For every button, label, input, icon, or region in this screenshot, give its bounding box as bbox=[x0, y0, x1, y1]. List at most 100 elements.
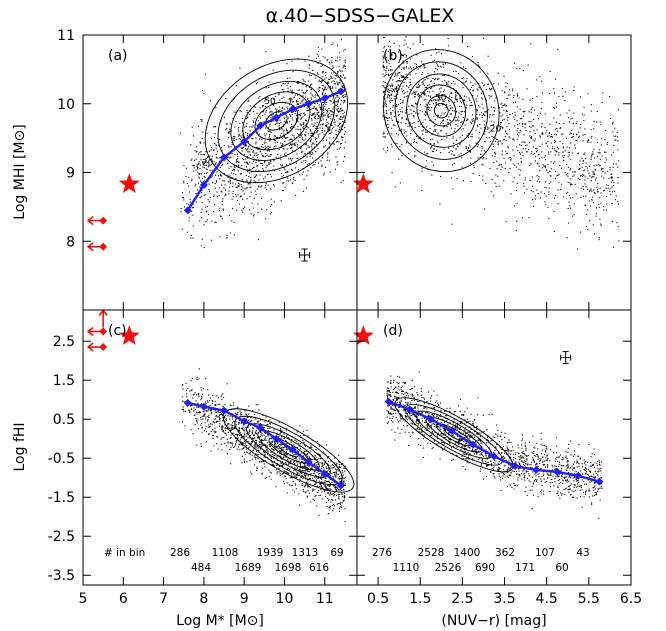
scatter-point bbox=[425, 103, 427, 105]
scatter-point bbox=[576, 140, 578, 142]
scatter-point bbox=[493, 110, 495, 112]
scatter-point bbox=[247, 148, 249, 150]
scatter-point bbox=[299, 469, 301, 471]
scatter-point bbox=[310, 74, 312, 76]
scatter-point bbox=[233, 402, 235, 404]
scatter-point bbox=[325, 480, 327, 482]
scatter-point bbox=[344, 131, 346, 133]
scatter-point bbox=[492, 452, 494, 454]
scatter-point bbox=[344, 127, 346, 129]
scatter-point bbox=[261, 435, 263, 437]
scatter-point bbox=[313, 133, 315, 135]
scatter-point bbox=[188, 409, 190, 411]
scatter-point bbox=[201, 178, 203, 180]
scatter-point bbox=[536, 147, 538, 149]
scatter-point bbox=[322, 112, 324, 114]
scatter-point bbox=[251, 441, 253, 443]
scatter-point bbox=[321, 48, 323, 50]
scatter-point bbox=[275, 156, 277, 158]
scatter-point bbox=[437, 95, 439, 97]
scatter-point bbox=[549, 92, 551, 94]
scatter-point bbox=[338, 110, 340, 112]
scatter-point bbox=[207, 401, 209, 403]
scatter-point bbox=[446, 103, 448, 105]
scatter-point bbox=[282, 145, 284, 147]
scatter-point bbox=[314, 103, 316, 105]
scatter-point bbox=[601, 169, 603, 171]
scatter-point bbox=[425, 166, 427, 168]
scatter-point bbox=[304, 484, 306, 486]
scatter-point bbox=[247, 133, 249, 135]
scatter-point bbox=[304, 114, 306, 116]
scatter-point bbox=[476, 88, 478, 90]
scatter-point bbox=[309, 87, 311, 89]
scatter-point bbox=[229, 175, 231, 177]
scatter-point bbox=[221, 165, 223, 167]
scatter-point bbox=[617, 109, 619, 111]
scatter-point bbox=[413, 142, 415, 144]
scatter-point bbox=[297, 133, 299, 135]
scatter-point bbox=[518, 168, 520, 170]
scatter-point bbox=[568, 109, 570, 111]
scatter-point bbox=[337, 110, 339, 112]
scatter-point bbox=[232, 139, 234, 141]
scatter-point bbox=[582, 134, 584, 136]
scatter-point bbox=[307, 152, 309, 154]
scatter-point bbox=[418, 137, 420, 139]
scatter-point bbox=[391, 85, 393, 87]
scatter-point bbox=[480, 127, 482, 129]
scatter-point bbox=[249, 453, 251, 455]
scatter-point bbox=[570, 184, 572, 186]
scatter-point bbox=[500, 122, 502, 124]
scatter-point bbox=[439, 130, 441, 132]
scatter-point bbox=[615, 135, 617, 137]
scatter-point bbox=[384, 74, 386, 76]
scatter-point bbox=[318, 81, 320, 83]
scatter-point bbox=[514, 112, 516, 114]
scatter-point bbox=[342, 70, 344, 72]
scatter-point bbox=[331, 472, 333, 474]
scatter-point bbox=[550, 142, 552, 144]
scatter-point bbox=[338, 111, 340, 113]
scatter-point bbox=[470, 102, 472, 104]
scatter-point bbox=[279, 99, 281, 101]
scatter-point bbox=[260, 460, 262, 462]
scatter-point bbox=[338, 510, 340, 512]
scatter-point bbox=[183, 410, 185, 412]
scatter-point bbox=[402, 102, 404, 104]
scatter-point bbox=[335, 469, 337, 471]
scatter-point bbox=[530, 136, 532, 138]
scatter-point bbox=[427, 169, 429, 171]
scatter-point bbox=[319, 115, 321, 117]
scatter-point bbox=[292, 489, 294, 491]
scatter-point bbox=[198, 394, 200, 396]
scatter-point bbox=[612, 151, 614, 153]
scatter-point bbox=[241, 444, 243, 446]
scatter-point bbox=[384, 91, 386, 93]
scatter-point bbox=[294, 491, 296, 493]
scatter-point bbox=[549, 123, 551, 125]
scatter-point bbox=[334, 485, 336, 487]
scatter-point bbox=[297, 169, 299, 171]
scatter-point bbox=[297, 157, 299, 159]
scatter-point bbox=[610, 193, 612, 195]
scatter-point bbox=[196, 165, 198, 167]
scatter-point bbox=[421, 167, 423, 169]
scatter-point bbox=[242, 136, 244, 138]
scatter-point bbox=[278, 125, 280, 127]
scatter-point bbox=[293, 143, 295, 145]
scatter-point bbox=[269, 129, 271, 131]
scatter-point bbox=[344, 77, 346, 79]
scatter-point bbox=[548, 132, 550, 134]
scatter-point bbox=[579, 96, 581, 98]
scatter-point bbox=[282, 147, 284, 149]
scatter-point bbox=[506, 111, 508, 113]
scatter-point bbox=[274, 123, 276, 125]
scatter-point bbox=[340, 110, 342, 112]
scatter-point bbox=[433, 78, 435, 80]
scatter-point bbox=[577, 152, 579, 154]
scatter-point bbox=[520, 157, 522, 159]
scatter-point bbox=[227, 162, 229, 164]
scatter-point bbox=[394, 87, 396, 89]
scatter-point bbox=[215, 180, 217, 182]
